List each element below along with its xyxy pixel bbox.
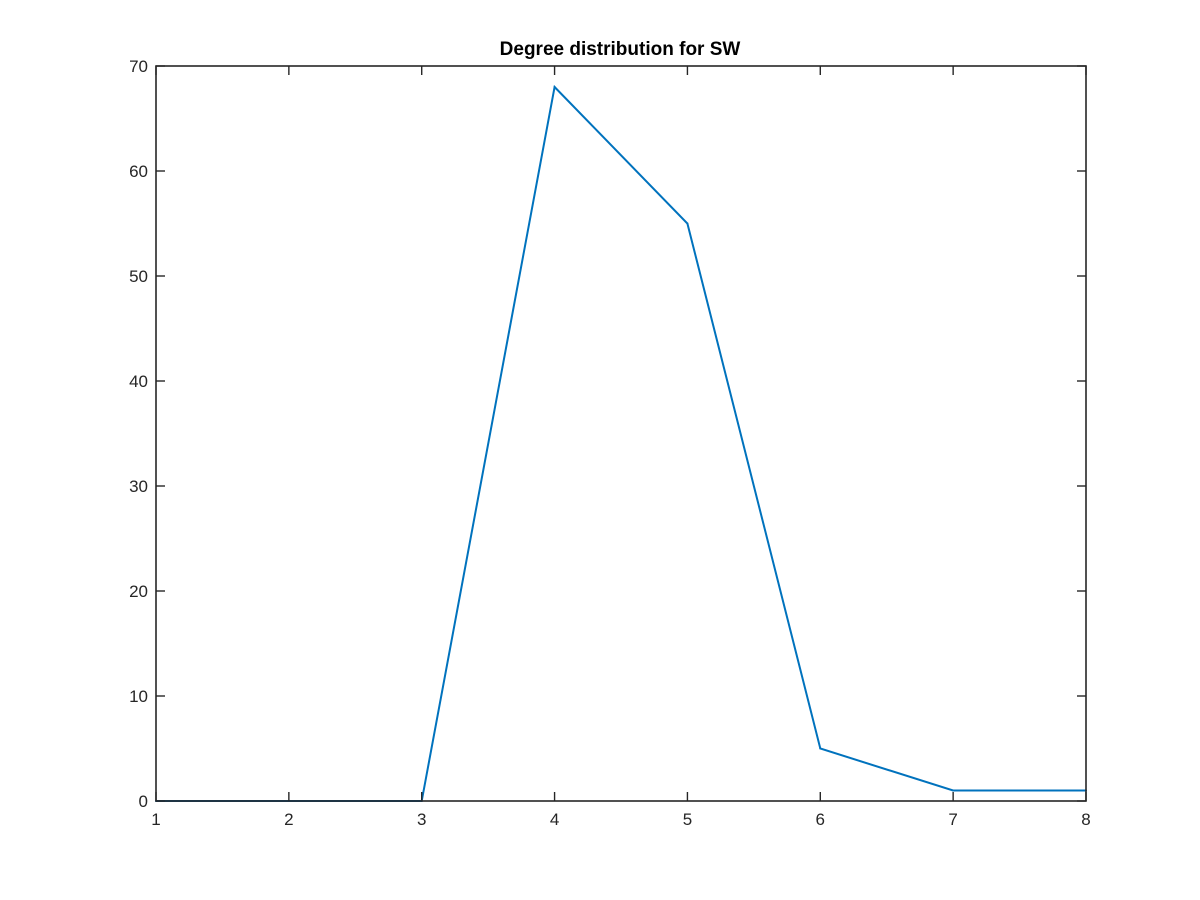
- x-tick-labels: 1 2 3 4 5 6 7 8: [151, 810, 1090, 829]
- chart-title: Degree distribution for SW: [500, 39, 741, 60]
- y-tick-label: 10: [129, 687, 148, 706]
- y-tick-label: 30: [129, 477, 148, 496]
- x-tick-label: 6: [816, 810, 825, 829]
- y-tick-label: 60: [129, 162, 148, 181]
- x-tick-label: 2: [284, 810, 293, 829]
- axes-box: [155, 65, 1087, 802]
- x-tick-label: 1: [151, 810, 160, 829]
- plot-area: [155, 65, 1087, 802]
- x-tick-label: 5: [683, 810, 692, 829]
- y-tick-label: 50: [129, 267, 148, 286]
- y-tick-label: 20: [129, 582, 148, 601]
- y-tick-labels: 0 10 20 30 40 50 60 70: [129, 57, 148, 811]
- data-point: [686, 222, 689, 225]
- data-point: [553, 86, 556, 88]
- x-tick-label: 7: [948, 810, 957, 829]
- data-point: [819, 747, 822, 750]
- data-point: [952, 789, 955, 792]
- x-tick-label: 8: [1081, 810, 1090, 829]
- axes-background: [156, 66, 1086, 801]
- y-tick-label: 0: [139, 792, 148, 811]
- y-tick-label: 40: [129, 372, 148, 391]
- x-tick-label: 4: [550, 810, 559, 829]
- x-tick-label: 3: [417, 810, 426, 829]
- y-tick-label: 70: [129, 57, 148, 76]
